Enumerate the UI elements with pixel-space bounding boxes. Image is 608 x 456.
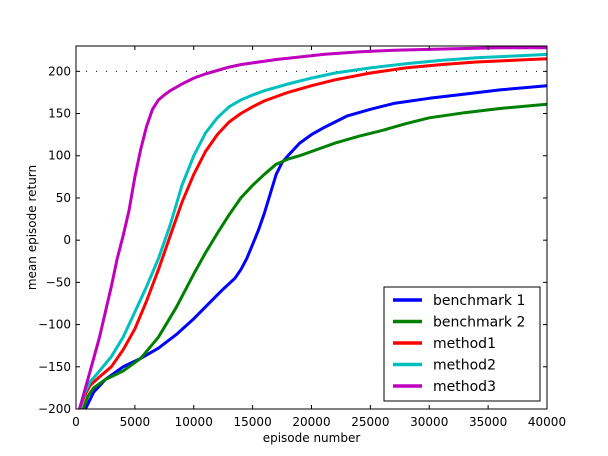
x-tick-label: 30000: [410, 415, 448, 429]
series-line-3: [78, 57, 547, 409]
legend: benchmark 1 benchmark 2 method1 method2 meth…: [383, 286, 541, 402]
series-line-4: [78, 52, 547, 409]
legend-label: method3: [433, 379, 496, 395]
x-tick-label: 0: [72, 415, 80, 429]
series-line-2: [81, 102, 547, 409]
y-tick-label: −100: [38, 318, 71, 332]
y-axis-label: mean episode return: [25, 165, 39, 290]
y-tick-label: 0: [63, 233, 71, 247]
x-tick-label: 35000: [469, 415, 507, 429]
x-tick-label: 10000: [175, 415, 213, 429]
y-tick-label: −200: [38, 402, 71, 416]
x-tick-label: 5000: [120, 415, 151, 429]
legend-label: benchmark 1: [433, 293, 525, 309]
x-tick-label: 25000: [351, 415, 389, 429]
legend-label: benchmark 2: [433, 315, 525, 331]
legend-label: method1: [433, 336, 496, 352]
x-axis-label: episode number: [263, 431, 361, 445]
legend-label: method2: [433, 358, 496, 374]
y-tick-label: 100: [48, 149, 71, 163]
y-tick-label: 200: [48, 64, 71, 78]
y-tick-label: −150: [38, 360, 71, 374]
tick-layer: 0 5000 10000 15000 20000 25000 30000 35000 40000…: [38, 46, 566, 429]
series-line-1: [84, 84, 547, 409]
x-tick-label: 15000: [234, 415, 272, 429]
x-tick-label: 20000: [292, 415, 330, 429]
x-tick-label: 40000: [528, 415, 566, 429]
y-tick-label: 150: [48, 107, 71, 121]
series-line-5: [78, 46, 547, 409]
series-layer: [78, 46, 547, 409]
y-tick-label: −50: [46, 275, 71, 289]
y-tick-label: 50: [56, 191, 71, 205]
